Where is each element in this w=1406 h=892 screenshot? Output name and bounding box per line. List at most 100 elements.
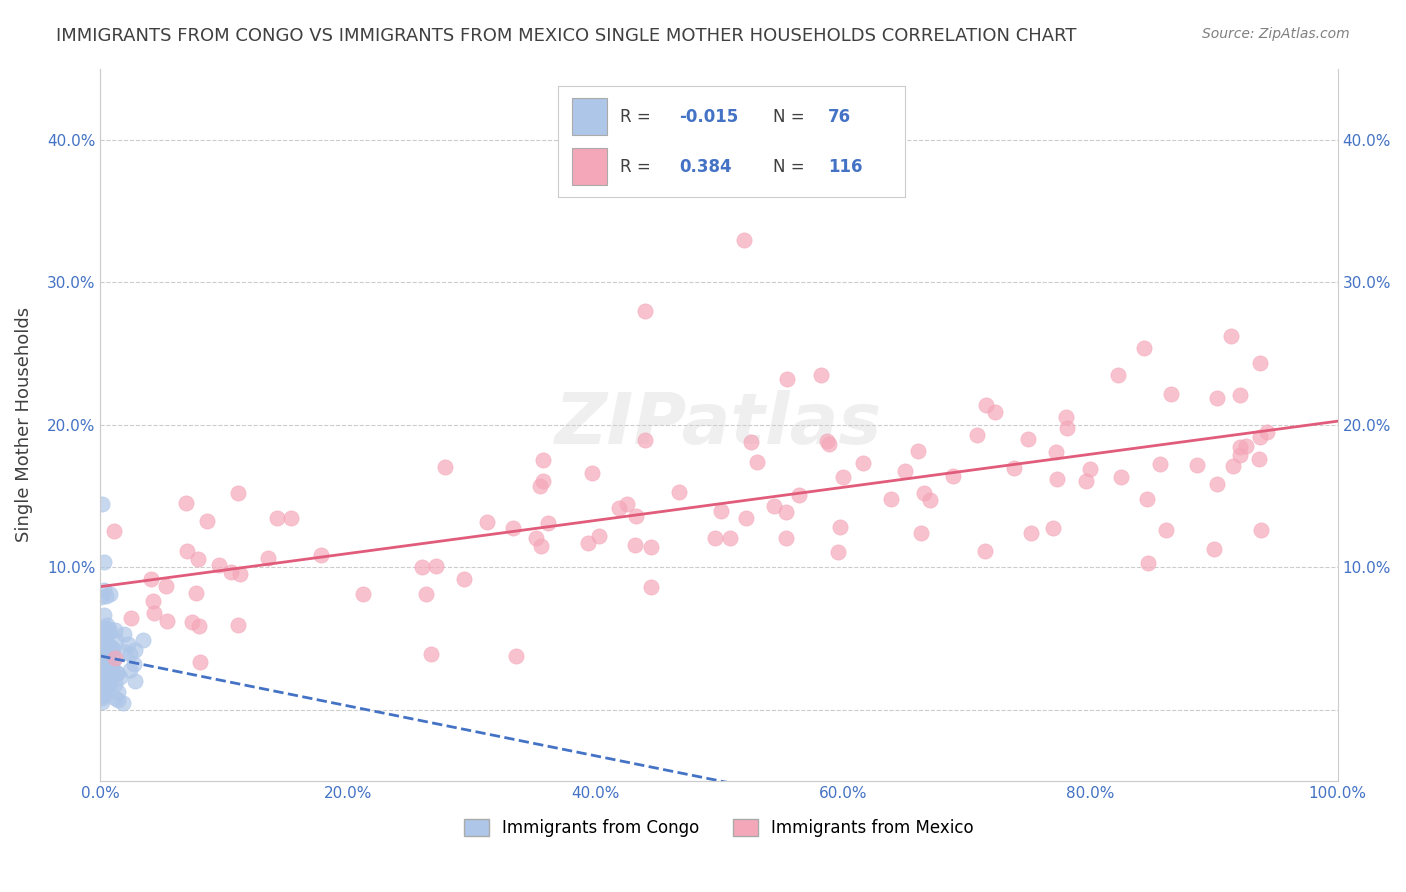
Point [588,529,610,543]
Point [745,455,768,469]
Point [105,666,128,681]
Point [94,632,117,646]
Point [91,668,114,682]
Point [634,434,657,448]
Point [90,657,112,672]
Point [1107,368,1129,382]
Point [607,500,630,515]
Point [419,647,441,661]
Point [640,581,662,595]
Text: IMMIGRANTS FROM CONGO VS IMMIGRANTS FROM MEXICO SINGLE MOTHER HOUSEHOLDS CORRELA: IMMIGRANTS FROM CONGO VS IMMIGRANTS FROM… [56,27,1077,45]
Point [502,521,524,535]
Point [704,531,727,545]
Point [1205,477,1227,491]
Legend: Immigrants from Congo, Immigrants from Mexico: Immigrants from Congo, Immigrants from M… [457,813,980,844]
Point [187,552,209,566]
Point [257,550,280,565]
Point [96,618,118,632]
Point [1042,520,1064,534]
Point [90,664,112,678]
Point [100,640,122,654]
Point [97,672,120,686]
Point [974,398,997,412]
Point [433,460,456,475]
Point [1229,388,1251,402]
Point [1046,472,1069,486]
Point [184,586,207,600]
Point [475,515,498,529]
Point [176,544,198,558]
Point [90,590,112,604]
Point [415,587,437,601]
Point [91,640,114,654]
Point [93,555,115,569]
Point [1019,526,1042,541]
Text: Source: ZipAtlas.com: Source: ZipAtlas.com [1202,27,1350,41]
Point [1002,461,1025,475]
Point [530,539,553,553]
Point [740,435,762,450]
Point [616,497,638,511]
Point [1234,439,1257,453]
Point [93,673,115,688]
Point [97,677,120,691]
Point [1249,430,1271,444]
Point [105,666,128,681]
Point [124,674,146,689]
Point [104,623,127,637]
Point [94,671,117,685]
Point [90,684,112,698]
Point [101,641,124,656]
Point [132,633,155,648]
Point [91,690,114,704]
Point [1249,452,1271,467]
Point [117,637,139,651]
Point [94,621,117,635]
Point [103,651,125,665]
Point [155,579,177,593]
Point [229,566,252,581]
Point [142,606,165,620]
Point [1222,459,1244,474]
Point [775,505,797,519]
Point [91,695,114,709]
Point [105,633,128,648]
Point [90,669,112,683]
Point [219,565,242,579]
Point [453,572,475,586]
Point [912,485,935,500]
Point [107,692,129,706]
Point [98,622,121,636]
Point [1111,470,1133,484]
Point [735,511,758,525]
Point [827,545,849,559]
Point [228,618,250,632]
Point [1249,356,1271,370]
Point [155,614,177,628]
Point [91,629,114,643]
Point [634,303,657,318]
Point [832,470,855,484]
Point [93,635,115,649]
Point [1078,462,1101,476]
Point [114,645,136,659]
Point [529,479,551,493]
Point [1136,491,1159,506]
Point [122,657,145,671]
Point [1206,391,1229,405]
Point [142,594,165,608]
Point [90,659,112,673]
Point [581,466,603,480]
Point [815,434,838,448]
Point [776,372,799,386]
Point [733,233,755,247]
Point [103,524,125,538]
Point [96,636,118,650]
Point [524,531,547,545]
Point [90,678,112,692]
Point [91,661,114,675]
Point [90,643,112,657]
Point [973,544,995,558]
Point [576,536,599,550]
Point [118,647,141,661]
